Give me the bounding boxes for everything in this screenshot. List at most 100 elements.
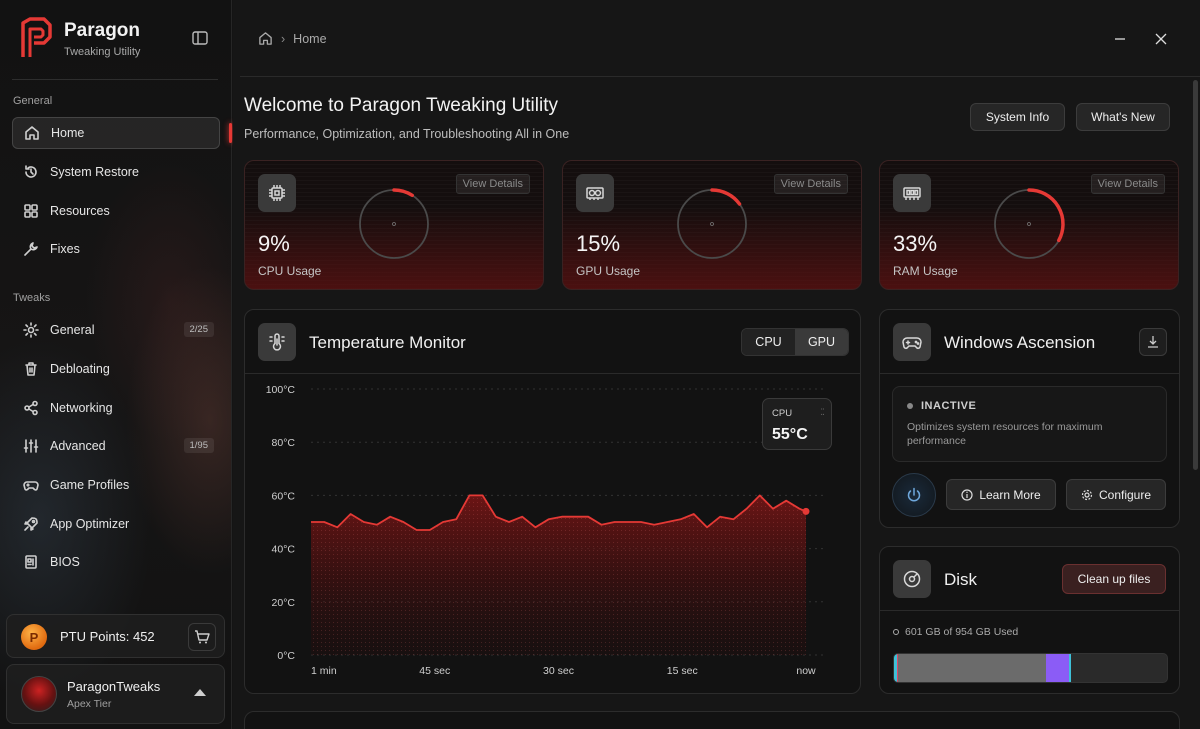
status-description: Optimizes system resources for maximum p… — [907, 421, 1103, 447]
power-button[interactable] — [892, 473, 936, 517]
paragon-logo — [21, 17, 52, 57]
disk-segment — [896, 654, 899, 682]
sidebar-item-networking[interactable]: Networking — [12, 392, 220, 424]
info-icon — [961, 488, 973, 501]
power-icon — [907, 487, 921, 502]
sidebar-item-resources[interactable]: Resources — [12, 195, 220, 227]
page-subtitle: Performance, Optimization, and Troublesh… — [244, 127, 570, 141]
view-details-button[interactable]: View Details — [455, 174, 530, 194]
network-icon — [22, 399, 40, 417]
bullet-icon — [893, 629, 899, 635]
tooltip-label: CPU — [772, 408, 793, 419]
cpu-usage-card[interactable]: View Details 9% CPU Usage — [244, 160, 544, 290]
chip-icon — [22, 553, 40, 571]
section-label-tweaks: Tweaks — [13, 292, 51, 304]
user-tier: Apex Tier — [67, 698, 112, 710]
download-button[interactable] — [1139, 328, 1167, 356]
count-badge: 2/25 — [183, 322, 214, 337]
clean-up-files-button[interactable]: Clean up files — [1062, 564, 1166, 594]
gauge-center-dot — [1027, 222, 1031, 226]
gauge-center-dot — [392, 222, 396, 226]
section-label-general: General — [13, 95, 53, 107]
gamepad-icon — [22, 476, 40, 494]
brand: Paragon Tweaking Utility — [20, 17, 220, 61]
sidebar-item-label: Game Profiles — [50, 478, 130, 492]
y-tick-label: 60°C — [272, 490, 296, 502]
sidebar-item-label: BIOS — [50, 555, 80, 569]
user-name: ParagonTweaks — [67, 679, 161, 694]
trash-icon — [22, 360, 40, 378]
sidebar-item-label: General — [50, 323, 95, 337]
toggle-gpu[interactable]: GPU — [795, 329, 848, 355]
minimize-button[interactable] — [1108, 27, 1132, 51]
status-badge: INACTIVE — [907, 400, 976, 412]
whats-new-button[interactable]: What's New — [1076, 103, 1170, 131]
resources-icon — [22, 202, 40, 220]
wrench-icon — [22, 240, 40, 258]
gauge-arc — [1027, 188, 1065, 243]
brand-name: Paragon — [64, 20, 141, 41]
sidebar-item-advanced[interactable]: Advanced 1/95 — [12, 430, 220, 462]
title-bar: › Home — [233, 0, 1200, 76]
gear-icon — [22, 321, 40, 339]
system-info-button[interactable]: System Info — [970, 103, 1065, 131]
cpu-usage-value: 9% — [258, 231, 290, 256]
toggle-cpu[interactable]: CPU — [742, 329, 795, 355]
scrollbar[interactable] — [1193, 80, 1198, 470]
divider — [880, 373, 1179, 374]
gear-icon — [1081, 489, 1093, 500]
home-icon — [23, 124, 41, 142]
sidebar-item-home[interactable]: Home — [12, 117, 220, 149]
disk-segment — [894, 654, 897, 682]
home-icon[interactable] — [258, 31, 273, 46]
chevron-right-icon: › — [281, 31, 286, 46]
sidebar-item-general[interactable]: General 2/25 — [12, 314, 220, 346]
divider — [880, 610, 1179, 611]
gamepad-icon — [893, 323, 931, 361]
disk-segment — [1068, 654, 1071, 682]
gauge-arc — [392, 188, 414, 198]
x-tick-label: 30 sec — [543, 665, 574, 677]
ram-usage-card[interactable]: View Details 33% RAM Usage — [879, 160, 1179, 290]
disk-usage-text: 601 GB of 954 GB Used — [893, 626, 1018, 638]
cart-button[interactable] — [188, 623, 216, 651]
status-text: INACTIVE — [921, 400, 977, 412]
close-button[interactable] — [1149, 27, 1173, 51]
chart-tooltip: CPU ⁚⁚ 55°C — [762, 398, 832, 450]
sidebar-toggle-icon[interactable] — [191, 29, 211, 49]
y-tick-label: 100°C — [266, 384, 296, 396]
user-card[interactable]: ParagonTweaks Apex Tier — [6, 664, 225, 724]
main-content: › Home Welcome to Paragon Tweaking Utili… — [233, 0, 1200, 729]
caret-up-icon[interactable] — [194, 689, 206, 696]
active-indicator — [229, 123, 232, 143]
view-details-button[interactable]: View Details — [1090, 174, 1165, 194]
view-details-button[interactable]: View Details — [773, 174, 848, 194]
temperature-chart: 100°C 80°C 60°C 40°C 20°C 0°C 1 min 45 sec 30 se… — [266, 384, 826, 677]
y-tick-label: 40°C — [272, 544, 296, 556]
gauge-track — [359, 189, 429, 259]
sidebar-item-app-optimizer[interactable]: App Optimizer — [12, 508, 220, 540]
points-coin-icon: P — [21, 624, 47, 650]
minimize-icon — [1115, 38, 1125, 40]
points-label: PTU Points: 452 — [60, 629, 155, 644]
x-tick-label: 45 sec — [419, 665, 450, 677]
gpu-usage-value: 15% — [576, 231, 621, 256]
sidebar-item-game-profiles[interactable]: Game Profiles — [12, 469, 220, 501]
y-tick-label: 20°C — [272, 597, 296, 609]
configure-button[interactable]: Configure — [1066, 479, 1166, 510]
sidebar-item-debloating[interactable]: Debloating — [12, 353, 220, 385]
gpu-usage-label: GPU Usage — [576, 264, 641, 278]
sidebar-item-system-restore[interactable]: System Restore — [12, 156, 220, 188]
sidebar-item-label: Networking — [50, 401, 113, 415]
ram-usage-value: 33% — [893, 231, 938, 256]
divider — [12, 79, 218, 80]
learn-more-button[interactable]: Learn More — [946, 479, 1056, 510]
gpu-usage-card[interactable]: View Details 15% GPU Usage — [562, 160, 862, 290]
sidebar-item-bios[interactable]: BIOS — [12, 546, 220, 578]
series-line — [311, 494, 807, 531]
thermometer-icon — [258, 323, 296, 361]
brand-subtitle: Tweaking Utility — [64, 46, 141, 58]
sidebar-item-fixes[interactable]: Fixes — [12, 233, 220, 265]
sidebar-item-label: Debloating — [50, 362, 110, 376]
drag-handle-icon[interactable]: ⁚⁚ — [820, 407, 825, 417]
